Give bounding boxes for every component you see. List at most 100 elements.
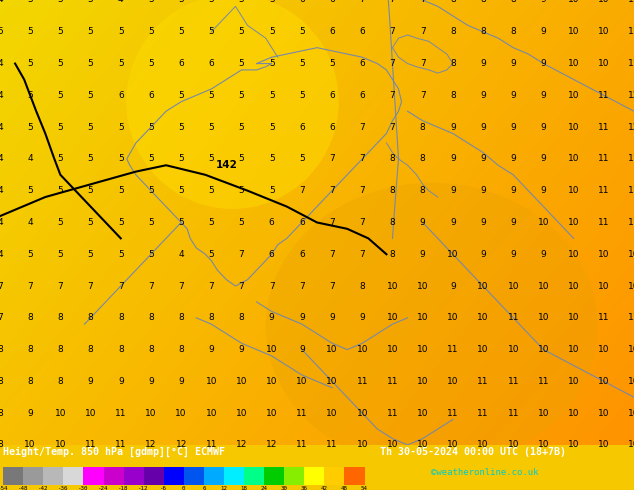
Text: 8: 8 [420, 122, 425, 132]
Text: 7: 7 [329, 250, 335, 259]
Text: 5: 5 [118, 186, 124, 195]
Text: 7: 7 [329, 186, 335, 195]
Text: 9: 9 [541, 91, 547, 100]
Text: 9: 9 [541, 59, 547, 68]
Text: 10: 10 [568, 377, 579, 386]
Text: 5: 5 [238, 59, 244, 68]
Text: 5: 5 [87, 27, 93, 36]
Text: 5: 5 [238, 186, 244, 195]
Text: 10: 10 [417, 441, 429, 449]
Text: 9: 9 [541, 0, 547, 4]
Text: 12: 12 [266, 441, 278, 449]
Text: 8: 8 [450, 59, 456, 68]
Text: 0: 0 [182, 487, 186, 490]
Text: 10: 10 [628, 345, 634, 354]
Text: 7: 7 [329, 218, 335, 227]
Text: 10: 10 [568, 409, 579, 417]
Text: 6: 6 [329, 0, 335, 4]
Text: -12: -12 [138, 487, 149, 490]
Text: 11: 11 [628, 0, 634, 4]
Text: 4: 4 [0, 218, 3, 227]
Text: 5: 5 [209, 0, 214, 4]
Text: 11: 11 [598, 122, 609, 132]
Text: 10: 10 [568, 345, 579, 354]
Text: 5: 5 [58, 59, 63, 68]
Text: 10: 10 [25, 441, 36, 449]
Text: 5: 5 [27, 59, 33, 68]
Text: 5: 5 [329, 59, 335, 68]
Text: 7: 7 [359, 154, 365, 163]
Text: 11: 11 [628, 27, 634, 36]
Text: 6: 6 [269, 250, 275, 259]
Text: 10: 10 [598, 377, 609, 386]
Text: 7: 7 [329, 282, 335, 291]
Text: 5: 5 [27, 91, 33, 100]
Text: ©weatheronline.co.uk: ©weatheronline.co.uk [431, 468, 539, 477]
Bar [43, 466, 63, 486]
Text: 11: 11 [628, 59, 634, 68]
Text: 5: 5 [178, 186, 184, 195]
Text: 10: 10 [266, 377, 278, 386]
Text: 6: 6 [299, 218, 305, 227]
Text: 8: 8 [27, 313, 33, 322]
Text: 10: 10 [356, 441, 368, 449]
Text: 7: 7 [390, 0, 396, 4]
Text: 9: 9 [480, 154, 486, 163]
Text: 5: 5 [299, 154, 305, 163]
Text: 142: 142 [216, 160, 237, 170]
Text: 8: 8 [450, 0, 456, 4]
Text: 9: 9 [118, 377, 124, 386]
Text: 5: 5 [118, 59, 124, 68]
Text: 11: 11 [598, 154, 609, 163]
Text: 10: 10 [417, 377, 429, 386]
Text: 5: 5 [178, 27, 184, 36]
Text: 5: 5 [27, 186, 33, 195]
Text: 9: 9 [541, 122, 547, 132]
Text: 9: 9 [299, 345, 305, 354]
Text: 10: 10 [568, 154, 579, 163]
Text: 6: 6 [269, 218, 275, 227]
Text: 11: 11 [447, 409, 458, 417]
Text: 7: 7 [178, 282, 184, 291]
Text: 10: 10 [507, 441, 519, 449]
Text: 7: 7 [359, 186, 365, 195]
Text: 11: 11 [85, 441, 96, 449]
Text: 7: 7 [329, 154, 335, 163]
Text: 10: 10 [628, 409, 634, 417]
Text: 10: 10 [568, 27, 579, 36]
Text: 6: 6 [359, 27, 365, 36]
Text: 4: 4 [0, 186, 3, 195]
Text: 7: 7 [238, 282, 244, 291]
Text: 11: 11 [387, 377, 398, 386]
Text: 7: 7 [390, 91, 396, 100]
Text: 9: 9 [510, 59, 516, 68]
Text: 10: 10 [568, 59, 579, 68]
Text: 10: 10 [568, 122, 579, 132]
Text: 4: 4 [0, 250, 3, 259]
Text: 9: 9 [480, 218, 486, 227]
Text: 10: 10 [507, 345, 519, 354]
Text: 5: 5 [269, 154, 275, 163]
Text: 9: 9 [510, 91, 516, 100]
Text: 10: 10 [538, 218, 549, 227]
Text: 10: 10 [387, 282, 398, 291]
Text: 10: 10 [417, 282, 429, 291]
Text: 8: 8 [118, 313, 124, 322]
Text: 7: 7 [87, 282, 93, 291]
Text: 10: 10 [507, 282, 519, 291]
Text: 5: 5 [269, 27, 275, 36]
Text: 5: 5 [269, 59, 275, 68]
Text: 10: 10 [538, 441, 549, 449]
Text: 9: 9 [450, 282, 456, 291]
Text: 5: 5 [58, 91, 63, 100]
Text: 10: 10 [356, 409, 368, 417]
Text: 5: 5 [148, 27, 154, 36]
Text: 6: 6 [202, 487, 205, 490]
Text: 9: 9 [450, 154, 456, 163]
Text: 6: 6 [178, 59, 184, 68]
Bar [144, 466, 164, 486]
Text: 4: 4 [0, 154, 3, 163]
Text: 5: 5 [299, 91, 305, 100]
Text: 5: 5 [269, 186, 275, 195]
Text: 5: 5 [58, 122, 63, 132]
